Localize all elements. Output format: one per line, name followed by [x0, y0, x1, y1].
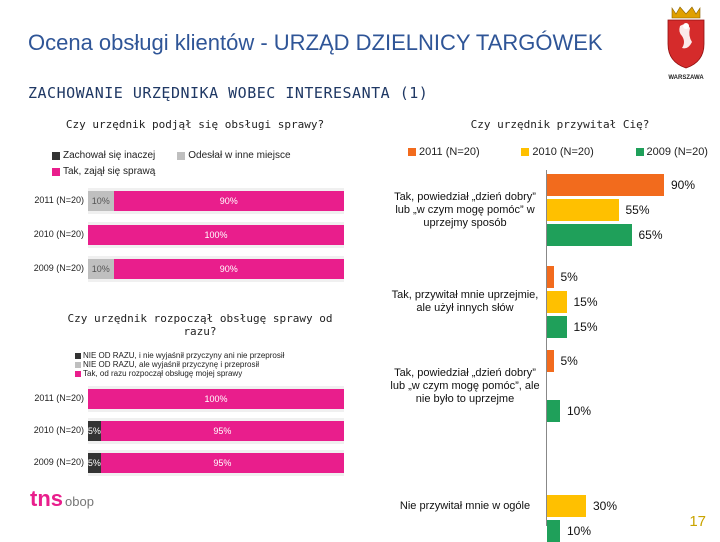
bar-segment — [88, 420, 101, 442]
bar — [547, 520, 560, 542]
bar — [547, 400, 560, 422]
bar-segment — [100, 420, 344, 442]
chart-q2: 2011 (N=20) 100% 2010 (N=20) 5% 95% 2009 (N=2… — [24, 386, 344, 482]
bar-segment — [88, 388, 344, 410]
chart-title-q3: Czy urzędnik przywitał Cię? — [470, 118, 650, 131]
data-label: 5% — [560, 354, 578, 368]
legend-item: 2010 (N=20) — [521, 146, 594, 158]
legend-q1: Zachował się inaczej Odesłał w inne miej… — [52, 150, 352, 177]
category-label: 2009 (N=20) — [33, 457, 84, 467]
bar — [547, 291, 567, 313]
page-title: Ocena obsługi klientów - URZĄD DZIELNICY… — [28, 30, 603, 55]
data-label: 5% — [87, 426, 101, 436]
bar — [547, 266, 554, 288]
bar-row: 5% 95% — [88, 418, 344, 444]
data-label: 65% — [638, 228, 663, 242]
legend-item: NIE OD RAZU, ale wyjaśnił przyczynę i pr… — [75, 360, 345, 369]
legend-item: Tak, od razu rozpoczął obsługę mojej spr… — [75, 369, 345, 378]
category-label: 2010 (N=20) — [33, 425, 84, 435]
data-label: 90% — [219, 196, 238, 206]
data-label: 95% — [213, 426, 232, 436]
bar-segment — [88, 258, 114, 280]
category-label: Tak, powiedział „dzień dobry” lub „w czy… — [390, 366, 540, 405]
tns-logo: tns obop — [30, 486, 94, 512]
data-label: 10% — [91, 196, 110, 206]
data-label: 5% — [87, 458, 101, 468]
legend-q3: 2011 (N=20) 2010 (N=20) 2009 (N=20) — [408, 146, 708, 158]
chart-q1: 2011 (N=20) 10% 90% 2010 (N=20) 100% 2009 (N=… — [24, 188, 344, 288]
legend-item: NIE OD RAZU, i nie wyjaśnił przyczyny an… — [75, 351, 345, 360]
legend-item: Tak, zajął się sprawą — [52, 166, 352, 177]
crest-icon — [667, 6, 705, 69]
category-label: 2009 (N=20) — [33, 263, 84, 273]
data-label: 10% — [91, 264, 110, 274]
data-label: 100% — [204, 230, 228, 240]
data-label: 90% — [671, 178, 696, 192]
data-label: 15% — [573, 295, 598, 309]
category-label: Tak, powiedział „dzień dobry” lub „w czy… — [394, 190, 536, 229]
bar-row: 10% 90% — [88, 256, 344, 282]
chart-title-q1: Czy urzędnik podjął się obsługi sprawy? — [65, 118, 325, 131]
category-label: Tak, przywitał mnie uprzejmie, ale użył … — [391, 289, 539, 314]
category-label: 2010 (N=20) — [33, 229, 84, 239]
bar — [547, 350, 554, 372]
category-label: 2011 (N=20) — [34, 195, 84, 205]
warsaw-logo: WARSZAWA — [660, 4, 712, 82]
data-label: 90% — [219, 264, 238, 274]
bar — [547, 495, 586, 517]
data-label: 100% — [204, 394, 228, 404]
legend-item: 2011 (N=20) — [408, 146, 480, 158]
data-label: 5% — [560, 270, 578, 284]
bar-segment — [88, 224, 344, 246]
data-label: 15% — [573, 320, 598, 334]
data-label: 55% — [625, 203, 650, 217]
data-label: 10% — [567, 404, 592, 418]
legend-item: Odesłał w inne miejsce — [177, 150, 291, 161]
tns-logo-sub: obop — [65, 494, 94, 509]
bar — [547, 316, 567, 338]
bar-segment — [113, 258, 344, 280]
legend-item: Zachował się inaczej — [52, 150, 155, 161]
bar-row: 10% 90% — [88, 188, 344, 214]
logo-caption: WARSZAWA — [668, 75, 704, 81]
bar — [547, 174, 664, 196]
bar-segment — [113, 190, 344, 212]
legend-item: 2009 (N=20) — [635, 146, 708, 158]
chart-title-q2: Czy urzędnik rozpoczął obsługę sprawy od… — [67, 312, 333, 338]
bar-segment — [88, 190, 114, 212]
data-label: 30% — [593, 499, 618, 513]
page-subtitle: ZACHOWANIE URZĘDNIKA WOBEC INTERESANTA (… — [28, 84, 429, 102]
category-label: 2011 (N=20) — [34, 393, 84, 403]
data-label: 10% — [567, 524, 592, 538]
data-label: 95% — [213, 458, 232, 468]
y-axis-line — [546, 170, 547, 526]
page-number: 17 — [689, 513, 706, 530]
chart-q3: Tak, powiedział „dzień dobry” lub „w czy… — [390, 170, 720, 542]
legend-q2: NIE OD RAZU, i nie wyjaśnił przyczyny an… — [75, 351, 345, 378]
bar — [547, 224, 632, 246]
bar — [547, 199, 619, 221]
bar-segment — [88, 452, 101, 474]
tns-logo-main: tns — [30, 486, 63, 511]
bar-row: 100% — [88, 222, 344, 248]
bar-row: 100% — [88, 386, 344, 412]
category-label: Nie przywitał mnie w ogóle — [399, 499, 531, 512]
bar-segment — [100, 452, 344, 474]
bar-row: 5% 95% — [88, 450, 344, 476]
